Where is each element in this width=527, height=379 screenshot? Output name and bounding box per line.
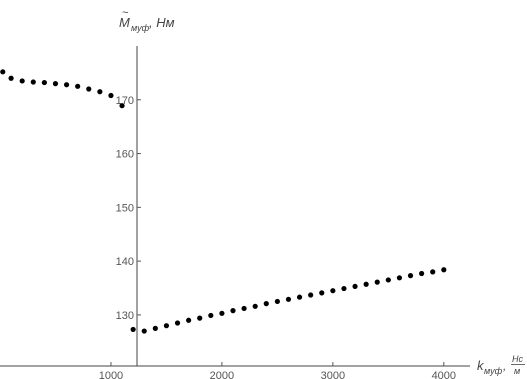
data-point (219, 310, 225, 316)
data-point (19, 78, 25, 84)
data-point (75, 83, 81, 89)
y-tick-label: 170 (116, 95, 134, 107)
x-axis-label: k муф , Нс м (477, 354, 525, 376)
x-label-separator: , (503, 359, 506, 373)
y-tick-label: 150 (116, 202, 134, 214)
data-point (141, 328, 147, 334)
data-point (186, 317, 192, 323)
data-point (86, 86, 92, 92)
data-point (174, 320, 181, 326)
data-point (8, 75, 14, 81)
data-point (108, 92, 114, 99)
data-point (352, 283, 358, 290)
data-point (363, 281, 369, 287)
x-tick-label: 2000 (210, 370, 234, 379)
data-point (0, 69, 6, 75)
data-point (263, 301, 269, 307)
x-ticks: 1000 2000 3000 4000 (99, 362, 456, 379)
data-point (208, 312, 214, 319)
data-point (385, 277, 391, 283)
data-point (341, 285, 347, 292)
y-label-accent: ~ (122, 7, 129, 19)
y-label-unit: , Нм (149, 15, 175, 30)
data-point (274, 298, 280, 305)
data-point (407, 273, 414, 279)
axes (0, 46, 470, 367)
x-tick-label: 3000 (321, 370, 345, 379)
data-point (97, 89, 103, 95)
x-label-frac-numerator: Нс (512, 354, 523, 364)
data-point (30, 79, 36, 85)
data-point (119, 103, 125, 109)
y-tick-label: 140 (116, 256, 134, 268)
x-tick-label: 4000 (432, 370, 456, 379)
data-point (163, 323, 170, 329)
data-point (285, 296, 292, 302)
x-label-symbol: k (477, 358, 485, 373)
data-point (230, 308, 236, 314)
y-tick-label: 130 (116, 310, 134, 322)
x-label-frac-denominator: м (514, 366, 520, 376)
data-point (52, 81, 59, 87)
x-label-subscript: муф (484, 366, 503, 376)
data-point (197, 315, 203, 321)
data-point (419, 270, 425, 277)
data-points (0, 69, 447, 334)
data-point (252, 303, 258, 309)
x-tick-label: 1000 (99, 370, 123, 379)
data-point (308, 292, 314, 298)
y-tick-label: 160 (116, 149, 134, 161)
data-point (130, 326, 136, 333)
y-label-subscript: муф (131, 23, 150, 33)
y-label-symbol: M (119, 15, 130, 30)
data-point (241, 305, 247, 312)
data-point (374, 279, 380, 285)
data-point (296, 294, 303, 300)
y-ticks: 130 140 150 160 170 (116, 95, 141, 322)
data-point (319, 290, 325, 296)
data-point (430, 269, 436, 275)
y-axis-label: M ~ муф , Нм (119, 7, 175, 33)
data-point (41, 79, 47, 86)
data-point (396, 275, 403, 281)
data-point (152, 325, 158, 331)
data-point (330, 288, 336, 294)
data-point (441, 267, 447, 273)
data-point (63, 82, 70, 88)
